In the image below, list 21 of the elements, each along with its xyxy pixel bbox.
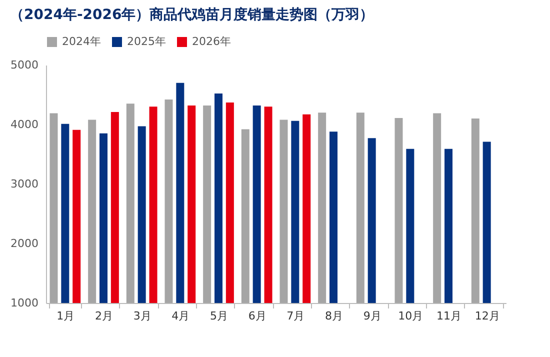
x-tick-label: 5月: [210, 310, 228, 322]
chart-title: （2024年-2026年）商品代鸡苗月度销量走势图（万羽）: [10, 6, 374, 23]
x-tick-label: 10月: [398, 310, 424, 322]
y-tick-label: 1000: [10, 296, 38, 310]
x-tick-label: 7月: [286, 310, 305, 322]
y-tick-label: 4000: [10, 118, 38, 131]
y-tick-label: 3000: [10, 178, 38, 190]
x-tick-label: 4月: [172, 310, 190, 322]
x-tick-label: 12月: [474, 310, 500, 322]
x-tick-label: 6月: [248, 310, 266, 322]
x-tick-label: 2月: [95, 310, 113, 322]
legend-label: 2024年: [62, 35, 101, 48]
x-tick-label: 8月: [325, 310, 343, 322]
legend-label: 2026年: [192, 35, 231, 48]
y-tick-label: 5000: [10, 58, 38, 72]
x-tick-label: 11月: [436, 310, 462, 322]
y-tick-label: 2000: [10, 237, 38, 250]
legend-label: 2025年: [127, 35, 166, 48]
x-tick-label: 1月: [56, 310, 75, 322]
x-tick-label: 9月: [363, 310, 382, 322]
x-tick-label: 3月: [133, 310, 152, 322]
